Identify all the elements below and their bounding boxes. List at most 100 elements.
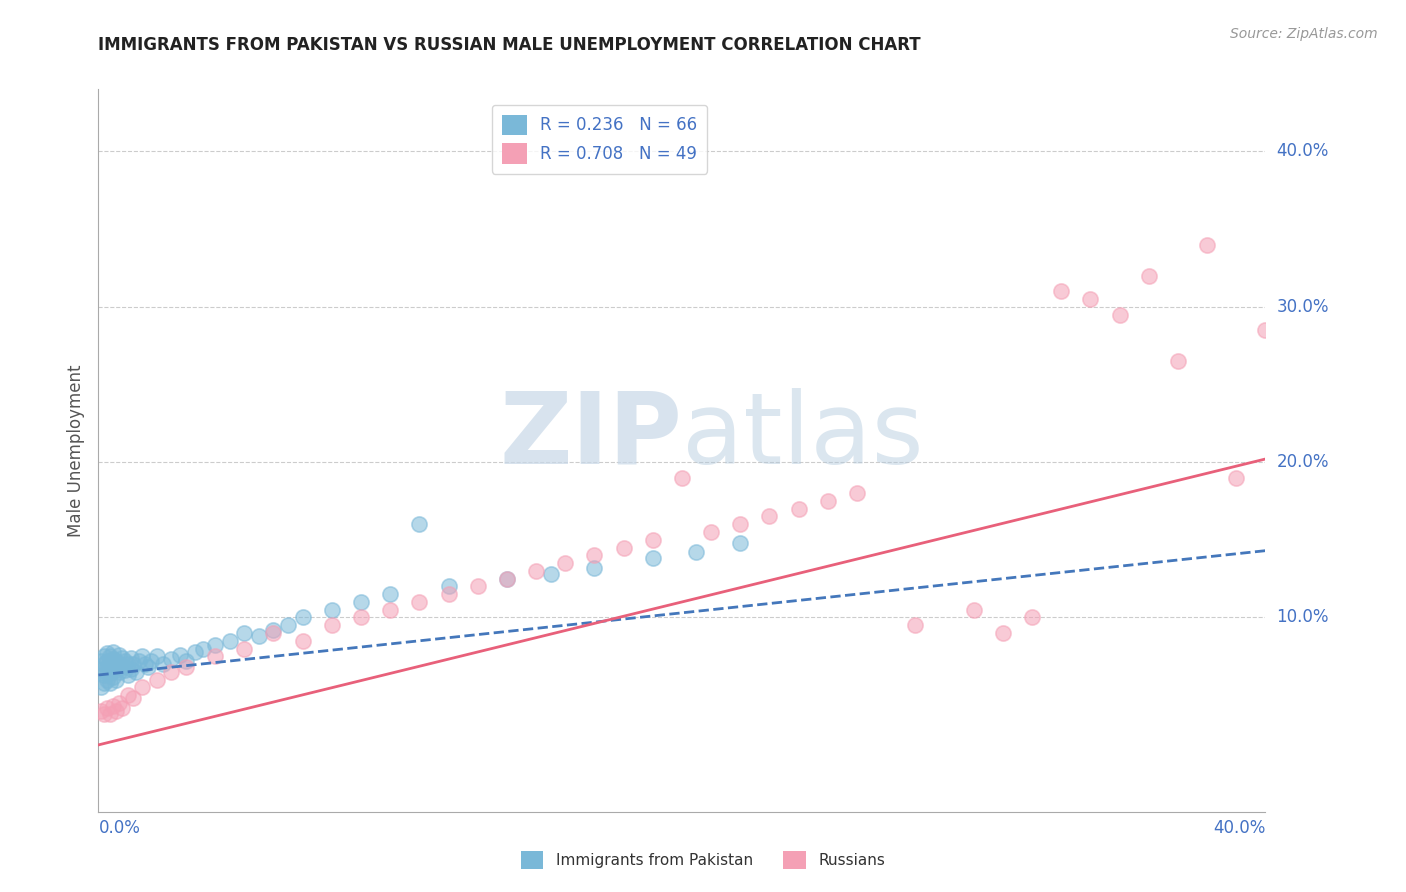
Point	[160, 665, 183, 679]
Point	[117, 688, 139, 702]
Point	[101, 662, 124, 676]
Text: 40.0%: 40.0%	[1213, 820, 1265, 838]
Point	[1050, 284, 1073, 298]
Point	[93, 668, 115, 682]
Point	[350, 595, 373, 609]
Point	[96, 660, 118, 674]
Text: atlas: atlas	[682, 387, 924, 484]
Point	[1021, 610, 1043, 624]
Text: ZIP: ZIP	[499, 387, 682, 484]
Point	[641, 551, 664, 566]
Point	[233, 641, 256, 656]
Point	[93, 649, 115, 664]
Text: 30.0%: 30.0%	[1277, 298, 1329, 316]
Point	[1080, 292, 1102, 306]
Text: 10.0%: 10.0%	[1277, 608, 1329, 626]
Point	[524, 564, 547, 578]
Point	[204, 639, 226, 653]
Point	[183, 645, 205, 659]
Point	[160, 652, 183, 666]
Point	[96, 654, 118, 668]
Point	[962, 603, 984, 617]
Point	[152, 657, 174, 672]
Point	[380, 587, 402, 601]
Point	[122, 691, 145, 706]
Text: IMMIGRANTS FROM PAKISTAN VS RUSSIAN MALE UNEMPLOYMENT CORRELATION CHART: IMMIGRANTS FROM PAKISTAN VS RUSSIAN MALE…	[98, 36, 921, 54]
Legend: R = 0.236   N = 66, R = 0.708   N = 49: R = 0.236 N = 66, R = 0.708 N = 49	[492, 104, 707, 174]
Point	[125, 665, 148, 679]
Point	[1167, 354, 1189, 368]
Point	[1225, 470, 1247, 484]
Point	[204, 649, 226, 664]
Point	[730, 536, 752, 550]
Point	[554, 556, 576, 570]
Point	[131, 681, 153, 695]
Point	[146, 673, 169, 687]
Text: 20.0%: 20.0%	[1277, 453, 1329, 471]
Point	[146, 649, 169, 664]
Point	[98, 666, 121, 681]
Point	[408, 595, 430, 609]
Point	[380, 603, 402, 617]
Point	[700, 524, 723, 539]
Point	[787, 501, 810, 516]
Point	[758, 509, 780, 524]
Text: 40.0%: 40.0%	[1277, 143, 1329, 161]
Point	[96, 665, 118, 679]
Point	[111, 651, 134, 665]
Point	[98, 675, 121, 690]
Point	[128, 654, 150, 668]
Point	[262, 626, 284, 640]
Point	[1254, 323, 1277, 337]
Point	[291, 610, 314, 624]
Point	[98, 657, 121, 672]
Point	[120, 651, 142, 665]
Point	[108, 665, 131, 679]
Point	[321, 618, 343, 632]
Point	[437, 579, 460, 593]
Point	[96, 700, 118, 714]
Point	[131, 649, 153, 664]
Point	[104, 673, 127, 687]
Point	[496, 572, 519, 586]
Point	[169, 648, 191, 662]
Point	[101, 652, 124, 666]
Point	[218, 633, 240, 648]
Point	[174, 660, 197, 674]
Y-axis label: Male Unemployment: Male Unemployment	[66, 364, 84, 537]
Point	[90, 654, 112, 668]
Text: Source: ZipAtlas.com: Source: ZipAtlas.com	[1230, 27, 1378, 41]
Point	[93, 657, 115, 672]
Point	[136, 660, 159, 674]
Text: 0.0%: 0.0%	[98, 820, 141, 838]
Point	[111, 700, 134, 714]
Point	[108, 657, 131, 672]
Point	[98, 649, 121, 664]
Point	[730, 517, 752, 532]
Point	[583, 561, 606, 575]
Point	[846, 486, 869, 500]
Point	[114, 663, 136, 677]
Point	[117, 668, 139, 682]
Point	[90, 704, 112, 718]
Point	[467, 579, 489, 593]
Point	[98, 706, 121, 721]
Point	[101, 645, 124, 659]
Point	[991, 626, 1014, 640]
Point	[612, 541, 634, 555]
Point	[90, 681, 112, 695]
Point	[262, 623, 284, 637]
Point	[583, 549, 606, 563]
Point	[437, 587, 460, 601]
Point	[120, 662, 142, 676]
Point	[93, 675, 115, 690]
Point	[90, 663, 112, 677]
Point	[104, 654, 127, 668]
Point	[904, 618, 927, 632]
Point	[93, 706, 115, 721]
Point	[108, 696, 131, 710]
Point	[1108, 308, 1130, 322]
Point	[104, 704, 127, 718]
Point	[96, 646, 118, 660]
Point	[247, 629, 270, 643]
